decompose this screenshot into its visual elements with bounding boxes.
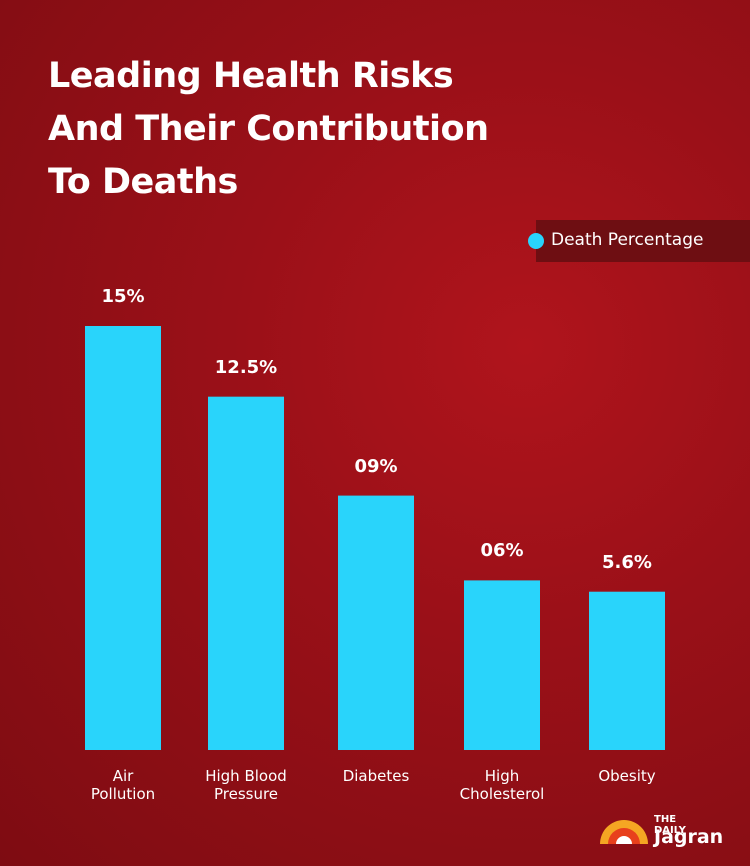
x-tick-label: High Cholesterol [459, 767, 545, 803]
bar [589, 591, 665, 750]
value-label: 5.6% [602, 551, 652, 573]
logo-bottom: Jagran [654, 826, 724, 848]
chart-title: Leading Health Risks And Their Contribut… [48, 56, 489, 202]
x-tick-label: Diabetes [342, 767, 410, 785]
legend: Death Percentage [528, 220, 750, 262]
value-label: 12.5% [214, 356, 278, 378]
logo-top: THE DAILY [654, 814, 686, 836]
logo-icon [600, 820, 648, 844]
value-label: 06% [480, 540, 524, 562]
bar [338, 495, 414, 750]
bar [85, 326, 161, 750]
bar [208, 396, 284, 750]
legend-swatch [528, 233, 544, 249]
value-label: 15% [101, 286, 145, 307]
bar [464, 580, 540, 750]
x-tick-label: High Blood Pressure [205, 767, 287, 803]
legend-label: Death Percentage [551, 230, 704, 250]
x-tick-label: Air Pollution [90, 767, 156, 803]
x-tick-label: Obesity [598, 767, 656, 785]
value-label: 09% [354, 455, 398, 477]
